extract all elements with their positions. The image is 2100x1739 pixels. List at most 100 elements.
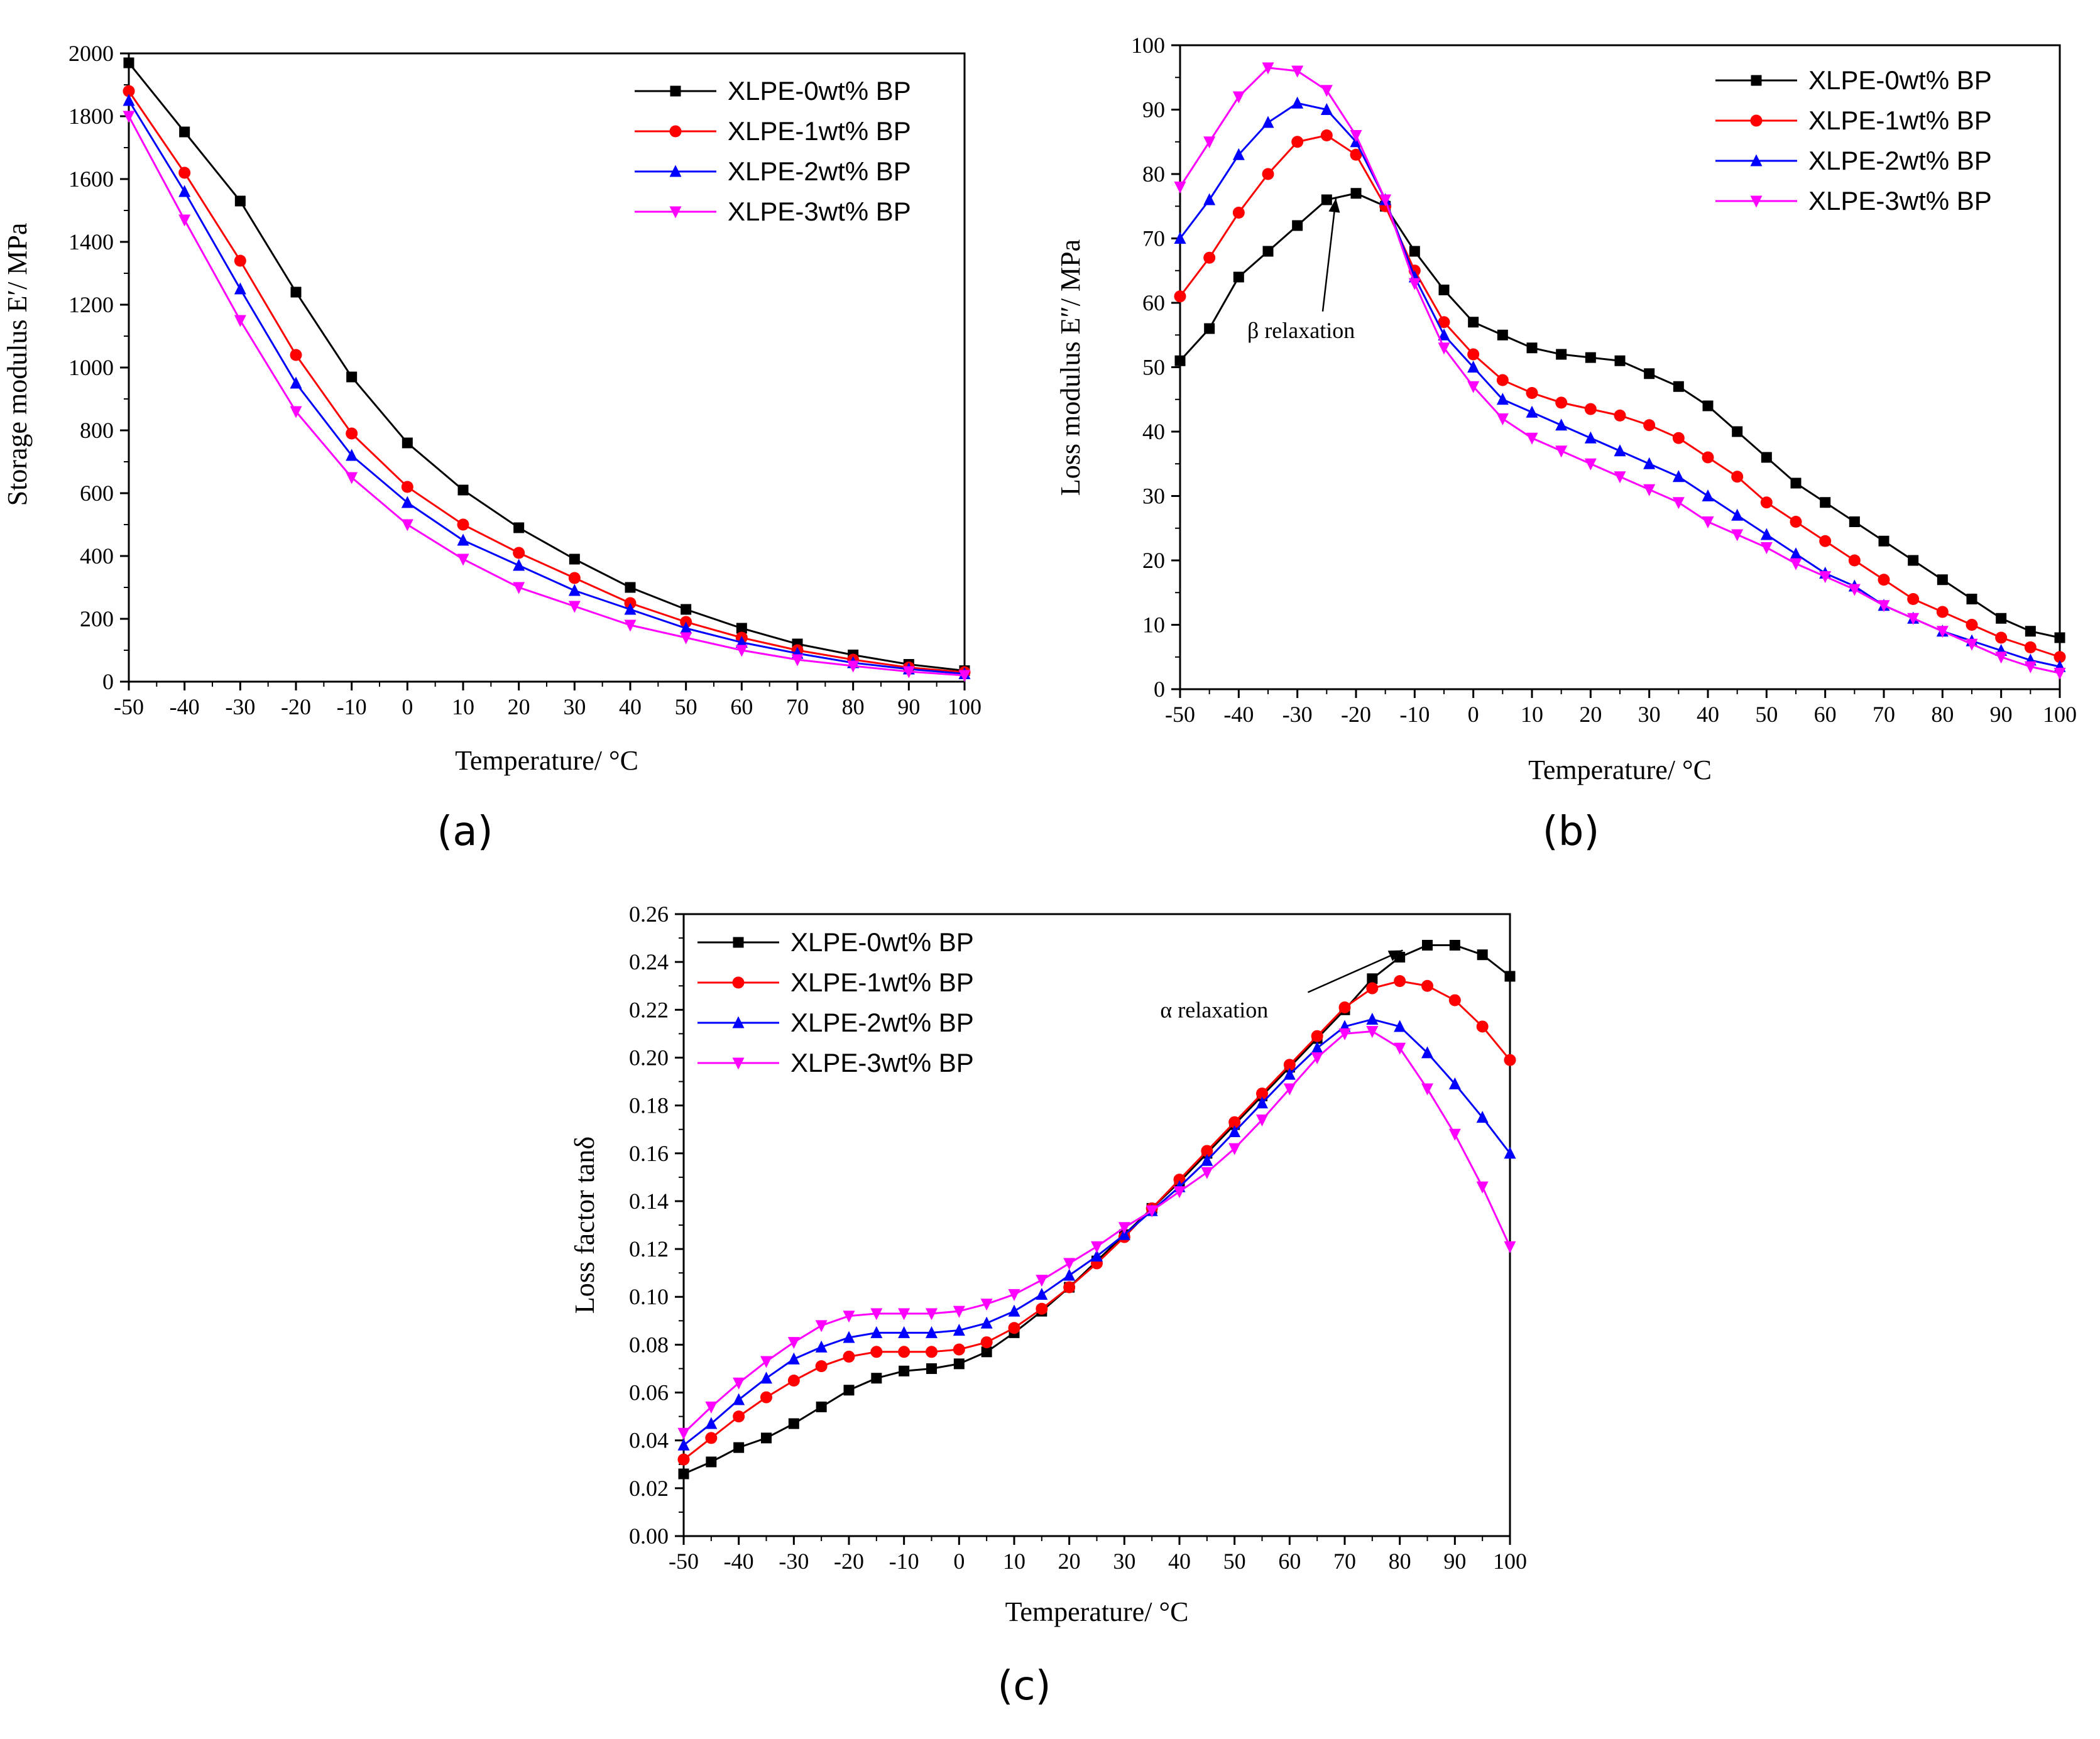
annotation-arrowhead bbox=[1387, 950, 1403, 961]
annotation-arrow bbox=[1321, 198, 1337, 312]
data-point bbox=[1555, 445, 1568, 458]
x-tick-label: 30 bbox=[563, 694, 586, 719]
y-tick-label: 0.26 bbox=[629, 902, 669, 927]
y-tick-label: 0.06 bbox=[629, 1380, 669, 1405]
data-point bbox=[733, 1377, 745, 1390]
data-point bbox=[1496, 374, 1509, 386]
data-point bbox=[1761, 452, 1772, 463]
data-point bbox=[1848, 554, 1861, 567]
chart-panel-b: -50 -40 -30 -20 -10 0 10 20 30 40 50 60 70 80 90 100 0 10… bbox=[1055, 33, 2077, 855]
data-point bbox=[788, 1418, 799, 1429]
data-point bbox=[513, 547, 525, 559]
data-point bbox=[735, 645, 748, 657]
data-point bbox=[1311, 1041, 1323, 1054]
y-tick-label: 0.16 bbox=[629, 1141, 669, 1166]
series-3 bbox=[1174, 62, 2066, 680]
data-point bbox=[1907, 613, 1920, 625]
data-point bbox=[1203, 193, 1216, 205]
data-point bbox=[1350, 148, 1362, 161]
data-point bbox=[1091, 1250, 1103, 1262]
data-point bbox=[1311, 1030, 1323, 1042]
data-point bbox=[1173, 1174, 1186, 1186]
data-point bbox=[680, 632, 692, 645]
data-point bbox=[1556, 349, 1567, 360]
series-2 bbox=[677, 1013, 1516, 1451]
data-point bbox=[1966, 638, 1978, 651]
data-point bbox=[706, 1456, 717, 1468]
data-point bbox=[1908, 555, 1919, 566]
data-point bbox=[1526, 342, 1538, 354]
y-tick-label: 90 bbox=[1142, 97, 1165, 123]
y-tick-label: 1200 bbox=[68, 292, 114, 317]
data-point bbox=[926, 1346, 938, 1358]
legend-label: XLPE-0wt% BP bbox=[1808, 65, 1992, 95]
y-tick-label: 2000 bbox=[68, 41, 114, 66]
data-point bbox=[760, 1356, 772, 1368]
data-point bbox=[290, 349, 302, 361]
data-point bbox=[1702, 451, 1714, 464]
data-point bbox=[1201, 1153, 1213, 1166]
data-point bbox=[2054, 667, 2066, 680]
data-point bbox=[624, 602, 637, 615]
data-point bbox=[1497, 329, 1508, 341]
data-point bbox=[1146, 1205, 1158, 1218]
data-point bbox=[1614, 471, 1626, 484]
x-tick-label: 20 bbox=[508, 694, 530, 719]
panel-label: (c) bbox=[997, 1663, 1051, 1709]
series-line bbox=[128, 100, 965, 675]
data-point bbox=[1422, 940, 1433, 951]
data-point bbox=[401, 496, 413, 508]
x-tick-label: 90 bbox=[897, 694, 920, 719]
data-point bbox=[1966, 619, 1978, 631]
data-point bbox=[1614, 409, 1626, 422]
x-tick-label: 10 bbox=[452, 694, 474, 719]
data-point bbox=[569, 553, 580, 565]
legend-label: XLPE-2wt% BP bbox=[1808, 146, 1992, 175]
y-tick-label: 0.22 bbox=[629, 997, 669, 1022]
data-point bbox=[234, 315, 246, 327]
data-point bbox=[1996, 613, 2007, 624]
data-point bbox=[1448, 1077, 1461, 1089]
legend-label: XLPE-1wt% BP bbox=[728, 116, 911, 146]
data-point bbox=[1673, 381, 1684, 392]
data-point bbox=[787, 1337, 800, 1349]
data-point bbox=[760, 1371, 772, 1384]
x-tick-label: -50 bbox=[1165, 702, 1195, 727]
data-point bbox=[178, 185, 191, 197]
data-point bbox=[1338, 1028, 1351, 1040]
data-point bbox=[953, 1324, 965, 1336]
data-point bbox=[898, 1326, 911, 1338]
y-tick-label: 100 bbox=[1131, 33, 1165, 58]
data-point bbox=[1256, 1114, 1268, 1126]
y-tick-label: 80 bbox=[1142, 161, 1165, 187]
data-point bbox=[843, 1311, 855, 1323]
data-point bbox=[705, 1417, 718, 1429]
data-point bbox=[1936, 606, 1949, 618]
data-point bbox=[1496, 413, 1509, 425]
data-point bbox=[980, 1316, 993, 1329]
data-point bbox=[1702, 516, 1714, 528]
data-point bbox=[1448, 994, 1461, 1006]
x-tick-label: 60 bbox=[1814, 702, 1837, 727]
data-point bbox=[926, 1308, 938, 1321]
data-point bbox=[1174, 182, 1186, 194]
data-point bbox=[843, 1385, 855, 1396]
data-point bbox=[1731, 508, 1744, 521]
x-tick-label: -20 bbox=[281, 694, 311, 719]
x-tick-label: 40 bbox=[1697, 702, 1719, 727]
data-point bbox=[1504, 1241, 1516, 1253]
legend-label: XLPE-2wt% BP bbox=[728, 156, 911, 186]
data-point bbox=[1118, 1222, 1130, 1235]
data-point bbox=[760, 1391, 772, 1404]
data-point bbox=[346, 449, 358, 461]
data-point bbox=[1468, 317, 1479, 328]
data-point bbox=[1672, 470, 1685, 482]
data-point bbox=[1228, 1125, 1241, 1137]
data-point bbox=[290, 406, 302, 418]
legend-label: XLPE-3wt% BP bbox=[790, 1048, 974, 1077]
data-point bbox=[1849, 516, 1860, 527]
data-point bbox=[1008, 1304, 1020, 1317]
data-point bbox=[1321, 194, 1332, 205]
legend-label: XLPE-1wt% BP bbox=[1808, 106, 1992, 135]
data-point bbox=[1672, 432, 1685, 444]
